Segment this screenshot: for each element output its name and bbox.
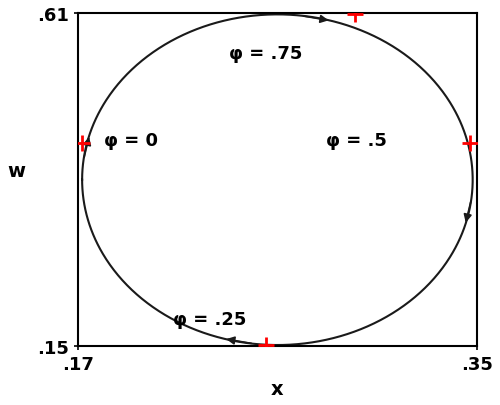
Text: φ = .75: φ = .75 [228, 45, 302, 63]
Text: φ = .25: φ = .25 [173, 310, 246, 328]
Text: φ = .5: φ = .5 [326, 132, 387, 149]
Y-axis label: w: w [7, 161, 25, 180]
X-axis label: x: x [271, 379, 283, 398]
Text: φ = 0: φ = 0 [104, 132, 158, 149]
